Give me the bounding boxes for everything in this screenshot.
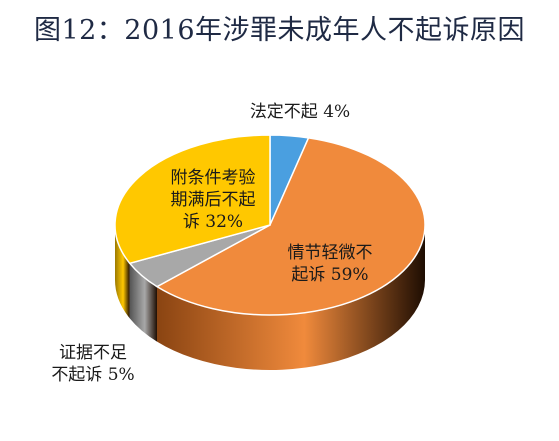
- data-label-slice3: 附条件考验期满后不起诉 32%: [171, 168, 256, 232]
- pie-side-3: [115, 225, 130, 319]
- pie-slice-1: [155, 137, 426, 316]
- chart-title: 图12：2016年涉罪未成年人不起诉原因: [33, 15, 526, 46]
- data-label-slice2: 证据不足不起诉 5%: [51, 343, 134, 385]
- data-label-slice0: 法定不起 4%: [250, 102, 350, 122]
- pie-labels: 法定不起 4% 情节轻微不起诉 59% 证据不足不起诉 5% 附条件考验期满后不起诉 …: [51, 102, 372, 385]
- pie-side-1: [157, 225, 425, 371]
- pie-top: [114, 134, 426, 316]
- data-label-slice1: 情节轻微不起诉 59%: [288, 243, 373, 285]
- pie-slice-3: [114, 134, 271, 265]
